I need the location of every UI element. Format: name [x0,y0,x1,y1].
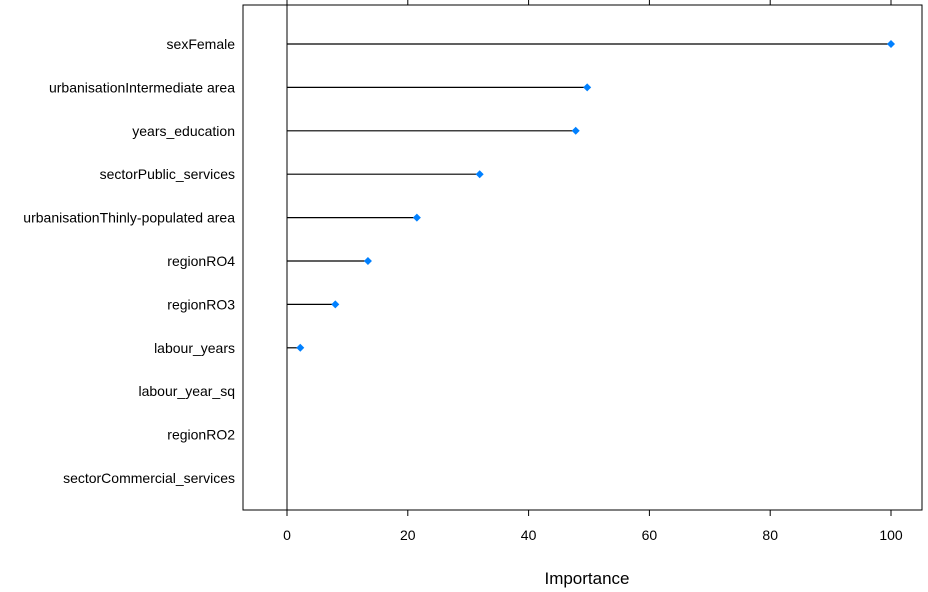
category-label: labour_year_sq [138,383,235,399]
category-label: regionRO3 [167,296,235,312]
x-tick-label-80: 80 [762,527,778,543]
importance-stems [287,43,891,349]
category-label: labour_years [154,340,235,356]
data-point [583,83,592,92]
x-axis-title: Importance [544,569,629,588]
category-label: regionRO4 [167,253,235,269]
data-point [887,40,895,48]
bottom-axis-ticks [286,510,892,516]
data-point [475,170,484,179]
plot-frame [242,4,923,511]
category-label: urbanisationIntermediate area [49,79,235,95]
category-label: years_education [132,123,235,139]
x-tick-label-100: 100 [879,527,903,543]
data-point [363,257,372,265]
category-label: urbanisationThinly-populated area [23,210,235,226]
category-label: sectorPublic_services [100,166,235,182]
data-point [296,343,305,352]
category-label: sectorCommercial_services [63,470,235,486]
top-axis-ticks [286,0,892,5]
x-tick-labels: 0 20 40 60 80 100 [283,527,903,543]
data-point [412,213,421,222]
importance-points [296,40,895,352]
x-tick-label-20: 20 [400,527,416,543]
category-label: sexFemale [167,36,236,52]
category-labels: sexFemale urbanisationIntermediate area ye… [23,36,235,486]
x-tick-label-0: 0 [283,527,291,543]
x-tick-label-60: 60 [642,527,658,543]
data-point [571,126,580,135]
x-tick-label-40: 40 [521,527,537,543]
category-label: regionRO2 [167,427,235,443]
data-point [331,300,340,309]
